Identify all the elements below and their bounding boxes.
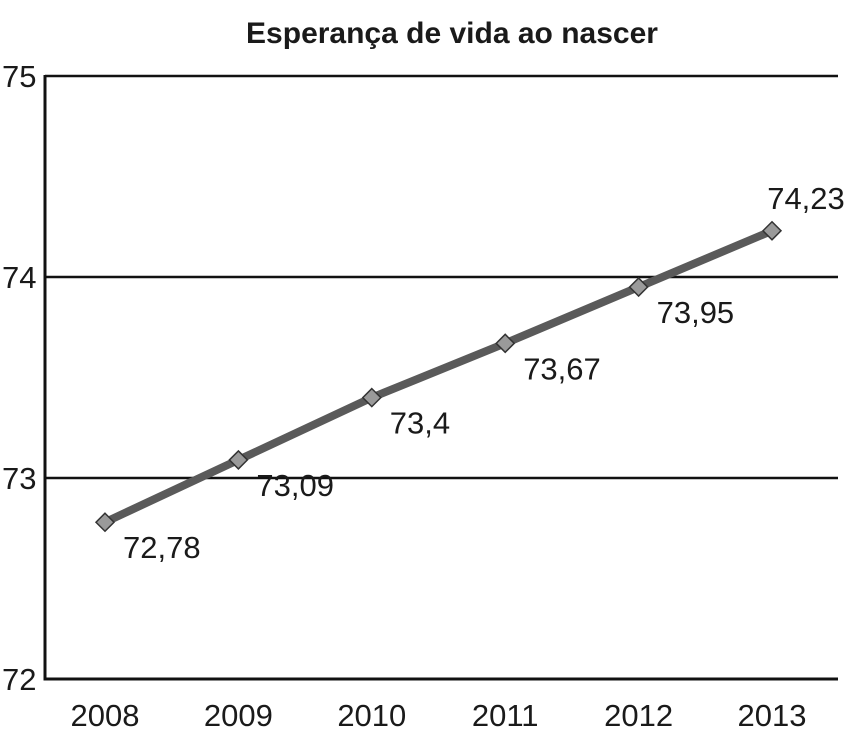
data-labels: 72,78 73,09 73,4 73,67 73,95 74,23 [123,181,845,565]
series-line-path [101,226,776,527]
y-tick-label: 74 [2,260,36,295]
x-tick-labels: 2008 2009 2010 2011 2012 2013 [71,698,807,733]
axes [43,75,838,681]
data-point-2009 [228,449,249,470]
x-tick-label: 2010 [337,698,406,733]
gridlines [45,74,838,480]
x-tick-label: 2008 [71,698,140,733]
series-line [101,226,776,527]
data-point-2010 [361,387,382,408]
y-tick-labels: 72 73 74 75 [2,59,36,697]
x-tick-label: 2011 [472,698,539,733]
data-label-2010: 73,4 [390,406,450,441]
data-label-2008: 72,78 [123,530,201,565]
data-label-2009: 73,09 [256,468,334,503]
data-point-2008 [94,512,116,533]
data-label-2012: 73,95 [657,295,735,330]
y-tick-label: 73 [2,461,36,496]
y-tick-label: 75 [2,59,36,94]
chart-title: Esperança de vida ao nascer [246,17,658,50]
data-label-2013: 74,23 [767,181,845,216]
y-tick-label: 72 [2,662,36,697]
x-tick-label: 2012 [604,698,673,733]
data-point-2013 [761,220,783,241]
data-points [94,220,783,533]
x-tick-label: 2009 [204,698,273,733]
data-label-2011: 73,67 [523,351,601,386]
data-point-2011 [495,333,516,354]
data-point-2012 [628,276,649,298]
x-tick-label: 2013 [738,698,807,733]
